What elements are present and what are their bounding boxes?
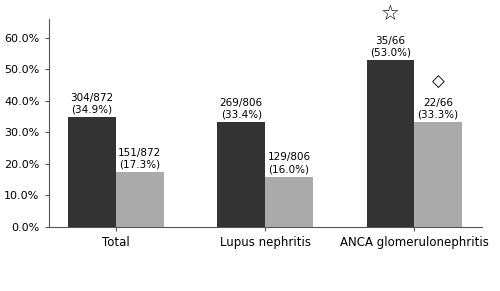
Bar [68, 117, 116, 227]
Legend: Infection, Serious infection: Infection, Serious infection [158, 286, 372, 291]
Text: 269/806
(33.4%): 269/806 (33.4%) [220, 98, 263, 119]
Text: 304/872
(34.9%): 304/872 (34.9%) [70, 93, 114, 115]
Text: ◇: ◇ [432, 72, 444, 91]
Text: 22/66
(33.3%): 22/66 (33.3%) [418, 98, 459, 120]
Bar [414, 122, 462, 227]
Text: 151/872
(17.3%): 151/872 (17.3%) [118, 148, 162, 170]
Text: 129/806
(16.0%): 129/806 (16.0%) [268, 152, 310, 174]
Text: 35/66
(53.0%): 35/66 (53.0%) [370, 36, 411, 58]
Text: ☆: ☆ [381, 4, 400, 24]
Bar [366, 60, 414, 227]
Bar [218, 122, 265, 227]
Bar [116, 173, 164, 227]
Bar [265, 177, 313, 227]
